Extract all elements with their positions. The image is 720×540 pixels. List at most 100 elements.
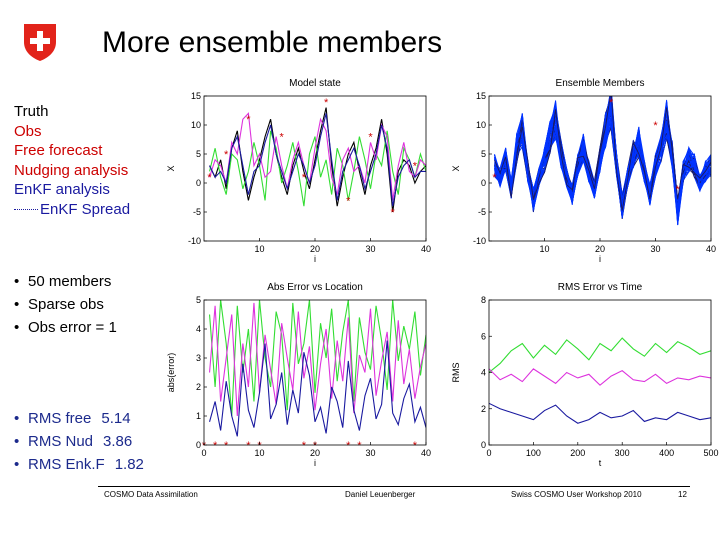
swiss-shield-logo <box>24 24 56 61</box>
model-state-obs-marker-8: * <box>368 132 373 144</box>
legend-enkf: EnKF analysis <box>14 181 110 198</box>
abs-error-vs-location-xtick-label: 0 <box>201 448 206 458</box>
bullet-rms-free: RMS free 5.14 <box>14 407 144 430</box>
model-state-obs-marker-5: * <box>302 172 307 184</box>
model-state-ytick-label: 10 <box>191 120 201 130</box>
rms-free-value: 5.14 <box>101 410 131 427</box>
ensemble-members-chart: Ensemble Members * * * * 10 20 30 40 -10 -5 0 5 10 15 i… <box>451 78 716 264</box>
rms-error-vs-time-series-enkf-analysis <box>489 402 711 424</box>
legend: Truth Obs Free forecast Nudging analysis… <box>14 102 130 219</box>
ensemble-members-ytick-label: -5 <box>478 207 486 217</box>
model-state-obs-marker-9: * <box>391 207 396 219</box>
rms-error-vs-time-ytick-label: 0 <box>481 440 486 450</box>
ensemble-members-ytick-label: 0 <box>481 178 486 188</box>
footer-left: COSMO Data Assimilation <box>104 490 198 499</box>
rms-error-vs-time-ytick-label: 8 <box>481 295 486 305</box>
abs-error-vs-location-obs-marker-1: * <box>202 440 207 452</box>
ensemble-members-ytick-label: -10 <box>473 236 486 246</box>
abs-error-vs-location-xtick-label: 20 <box>310 448 320 458</box>
model-state-ytick-label: -5 <box>193 207 201 217</box>
model-state-series-enkf-analysis <box>209 113 426 207</box>
legend-spread: EnKF Spread <box>40 200 131 218</box>
abs-error-vs-location-ytick-label: 2 <box>196 382 201 392</box>
ensemble-members-obs-marker-4: * <box>676 184 681 196</box>
model-state-xlabel: i <box>314 254 316 264</box>
rms-bullets: RMS free 5.14 RMS Nud 3.86 RMS Enk.F 1.82 <box>14 407 144 476</box>
model-state-ytick-label: 0 <box>196 178 201 188</box>
model-state-ytick-label: -10 <box>188 236 201 246</box>
ensemble-members-xtick-label: 30 <box>650 244 660 254</box>
ensemble-members-xlabel: i <box>599 254 601 264</box>
abs-error-vs-location-ytick-label: 5 <box>196 295 201 305</box>
abs-error-vs-location-obs-marker-10: * <box>413 440 418 452</box>
footer-author: Daniel Leuenberger <box>345 490 416 499</box>
ensemble-members-ytick-label: 10 <box>476 120 486 130</box>
ensemble-members-lines <box>494 96 711 226</box>
rms-enkf-label: RMS Enk.F <box>28 456 105 473</box>
abs-error-vs-location-xtick-label: 40 <box>421 448 431 458</box>
rms-error-vs-time-lines <box>489 337 711 424</box>
abs-error-chart: Abs Error vs Location* * * * * * * * * *0 10 20 30 40… <box>166 282 431 468</box>
model-state-obs-marker-6: * <box>324 97 329 109</box>
model-state-series-nudging-analysis <box>209 112 426 201</box>
abs-error-vs-location-ylabel: abs(error) <box>166 353 176 393</box>
abs-error-vs-location-obs-marker-4: * <box>246 440 251 452</box>
model-state-lines <box>209 107 426 213</box>
bullet-rms-enkf: RMS Enk.F 1.82 <box>14 453 144 476</box>
ensemble-members-xtick-label: 20 <box>595 244 605 254</box>
abs-error-vs-location-series-nudging-analysis <box>209 302 426 417</box>
ensemble-members-ytick-label: 5 <box>481 149 486 159</box>
model-state-obs-marker-2: * <box>224 149 229 161</box>
legend-spread-row: EnKF Spread <box>14 200 130 220</box>
rms-free-label: RMS free <box>28 410 92 427</box>
model-state-title: Model state <box>289 78 341 89</box>
abs-error-vs-location-xtick-label: 10 <box>254 448 264 458</box>
rms-nud-value: 3.86 <box>103 433 133 450</box>
abs-error-vs-location-title: Abs Error vs Location <box>267 282 363 293</box>
bullet-rms-nud: RMS Nud 3.86 <box>14 430 144 453</box>
model-state-xtick-label: 40 <box>421 244 431 254</box>
ensemble-members-member-48 <box>494 101 711 206</box>
rms-error-vs-time-ytick-label: 6 <box>481 331 486 341</box>
rms-error-vs-time-ytick-label: 4 <box>481 368 486 378</box>
rms-error-vs-time-series-free-forecast <box>489 337 711 373</box>
spread-line-swatch <box>14 209 38 211</box>
ensemble-members-title: Ensemble Members <box>556 78 645 89</box>
ensemble-members-xtick-label: 40 <box>706 244 716 254</box>
abs-error-vs-location-ytick-label: 4 <box>196 324 201 334</box>
ensemble-members-member-50 <box>494 96 711 211</box>
abs-error-vs-location-ytick-label: 3 <box>196 353 201 363</box>
legend-truth: Truth <box>14 103 49 120</box>
ensemble-members-obs-marker-3: * <box>653 120 658 132</box>
rms-error-vs-time-title: RMS Error vs Time <box>558 282 643 293</box>
rms-error-vs-time-xtick-label: 200 <box>570 448 585 458</box>
ensemble-members-obs-marker-1: * <box>492 172 497 184</box>
ensemble-members-ytick-label: 15 <box>476 91 486 101</box>
abs-error-vs-location-ytick-label: 1 <box>196 411 201 421</box>
rms-error-vs-time-xtick-label: 100 <box>526 448 541 458</box>
rms-error-vs-time-xtick-label: 300 <box>615 448 630 458</box>
ensemble-members-plot: * * * * 10 20 30 40 -10 -5 0 5 10 15 <box>473 91 716 254</box>
model-state-series-truth <box>209 107 426 213</box>
rms-error-vs-time-xtick-label: 400 <box>659 448 674 458</box>
model-state-obs-marker-4: * <box>280 132 285 144</box>
ensemble-members-obs-marker-2: * <box>609 97 614 109</box>
rms-error-vs-time-series-nudging-analysis <box>489 368 711 386</box>
legend-nudging: Nudging analysis <box>14 161 129 179</box>
abs-error-vs-location-obs-marker-2: * <box>213 440 218 452</box>
abs-error-vs-location-obs-marker-9: * <box>357 440 362 452</box>
abs-error-vs-location-obs-marker-5: * <box>257 440 262 452</box>
rms-nud-label: RMS Nud <box>28 433 94 450</box>
bullet-members: 50 members <box>14 270 117 293</box>
footer-event: Swiss COSMO User Workshop 2010 <box>511 490 642 499</box>
setup-bullets: 50 members Sparse obs Obs error = 1 <box>14 270 117 339</box>
model-state-xtick-label: 30 <box>365 244 375 254</box>
abs-error-vs-location-lines <box>209 300 426 437</box>
bullet-obs-error: Obs error = 1 <box>14 316 117 339</box>
legend-obs: Obs <box>14 122 42 140</box>
rms-error-vs-time-xtick-label: 0 <box>486 448 491 458</box>
abs-error-vs-location-obs-marker-6: * <box>302 440 307 452</box>
rms-error-vs-time-plot: 0 100 200 300 400 500 0 2 4 6 8 <box>481 295 719 458</box>
bullet-sparse-obs: Sparse obs <box>14 293 117 316</box>
footer-page: 12 <box>678 490 687 499</box>
